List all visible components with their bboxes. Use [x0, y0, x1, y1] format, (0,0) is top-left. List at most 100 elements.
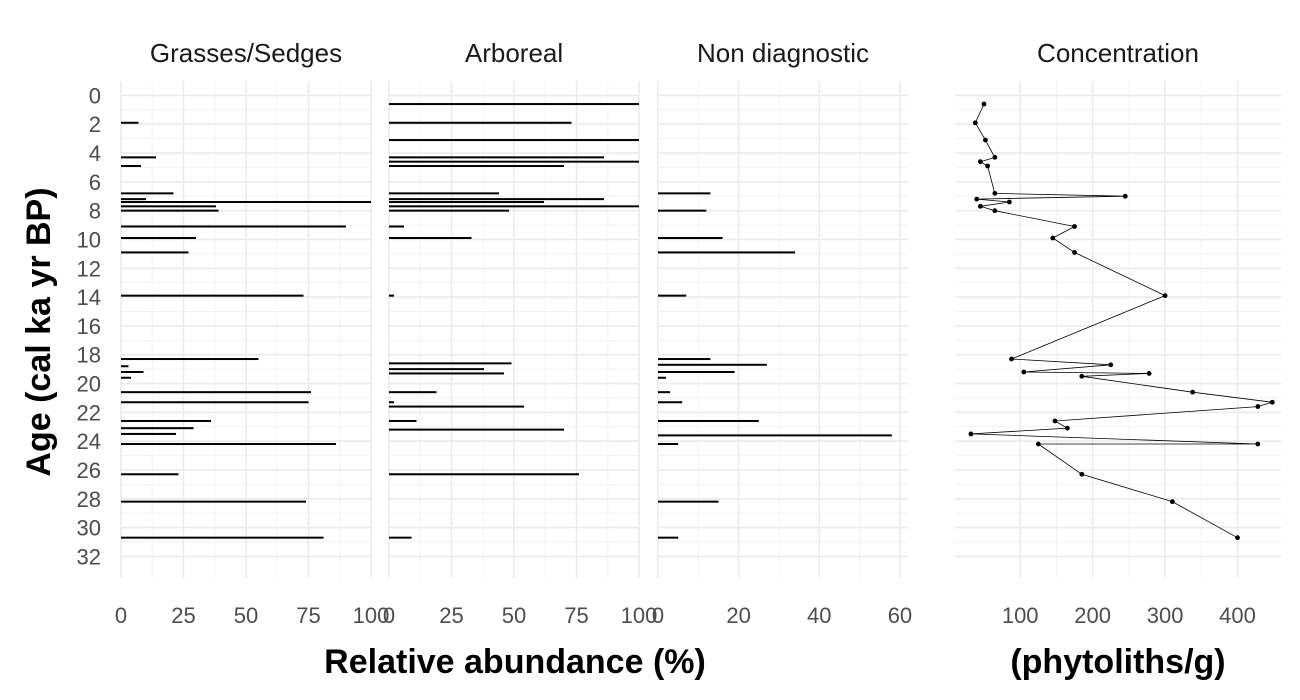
- data-point: [972, 120, 978, 126]
- bar: [389, 237, 472, 240]
- bar: [389, 121, 572, 124]
- y-tick-label: 0: [89, 83, 101, 108]
- data-point: [1146, 371, 1152, 376]
- bar: [389, 201, 544, 204]
- bar: [658, 401, 683, 404]
- bar: [121, 443, 336, 446]
- bar: [389, 419, 417, 422]
- bar: [121, 358, 259, 361]
- x-tick-label: 25: [171, 603, 195, 628]
- panel-title-non-diagnostic: Non diagnostic: [697, 38, 869, 68]
- bar: [658, 370, 735, 373]
- panel-non-diagnostic: Non diagnostic 0 20 40 60: [652, 38, 912, 628]
- y-tick-label: 8: [89, 199, 101, 224]
- data-point: [1072, 250, 1077, 255]
- x-tick-label: 75: [564, 603, 588, 628]
- panel-grasses-sedges: Grasses/Sedges 0 25 50 75 100: [115, 38, 389, 628]
- x-tick-label: 75: [296, 603, 320, 628]
- x-tick-label: 100: [353, 603, 390, 628]
- bar: [121, 205, 216, 208]
- x-tick-label: 40: [807, 603, 831, 628]
- bar: [658, 192, 711, 195]
- y-tick-label: 30: [77, 516, 101, 541]
- bar: [658, 391, 671, 394]
- bar: [121, 432, 176, 435]
- bar: [658, 209, 707, 212]
- x-tick-label: 100: [621, 603, 658, 628]
- data-point: [1052, 418, 1058, 424]
- bar: [389, 225, 404, 228]
- bar: [389, 205, 639, 208]
- x-tick-label: 100: [1002, 603, 1039, 628]
- y-tick-label: 18: [77, 343, 101, 368]
- concentration-line: [970, 103, 1273, 539]
- x-axis-title-right: (phytoliths/g): [1010, 643, 1225, 681]
- bar: [121, 164, 141, 167]
- data-point: [1064, 425, 1070, 431]
- bar: [389, 401, 394, 404]
- bar: [658, 376, 667, 379]
- bar: [658, 363, 767, 366]
- x-tick-label: 25: [439, 603, 463, 628]
- bar: [658, 500, 719, 503]
- bar: [658, 434, 892, 437]
- bar: [389, 536, 412, 539]
- bar: [389, 368, 484, 371]
- grid-layer: [120, 81, 1281, 578]
- data-point: [1021, 369, 1027, 375]
- data-point: [1190, 389, 1196, 395]
- data-point: [977, 159, 983, 165]
- bar: [121, 473, 179, 476]
- bar: [389, 294, 394, 297]
- bar: [658, 358, 711, 361]
- bar: [121, 237, 196, 240]
- bar: [658, 419, 759, 422]
- data-point: [1079, 471, 1085, 477]
- bar: [121, 419, 211, 422]
- bar: [658, 443, 679, 446]
- data-point: [992, 154, 998, 160]
- bar: [389, 198, 604, 201]
- y-tick-label: 6: [89, 170, 101, 195]
- data-point: [1169, 499, 1175, 505]
- data-point: [1050, 235, 1056, 241]
- bar: [389, 164, 564, 167]
- data-point: [1079, 373, 1085, 379]
- y-tick-label: 28: [77, 487, 101, 512]
- bar: [658, 237, 723, 240]
- y-tick-label: 24: [77, 429, 101, 454]
- x-tick-label: 20: [726, 603, 750, 628]
- bar: [121, 121, 139, 124]
- bar: [389, 372, 504, 375]
- data-point: [1035, 441, 1041, 447]
- bar: [389, 192, 499, 195]
- panel-title-concentration: Concentration: [1037, 38, 1199, 68]
- panel-arboreal: Arboreal 0 25 50 75 100: [383, 38, 657, 628]
- data-point: [1255, 404, 1261, 409]
- bar: [389, 405, 524, 408]
- data-point: [1009, 356, 1014, 362]
- data-point: [1255, 441, 1261, 447]
- data-point: [1235, 535, 1240, 541]
- bar: [658, 251, 796, 254]
- data-point: [983, 137, 988, 143]
- bar: [121, 365, 129, 368]
- data-point: [1269, 399, 1275, 405]
- y-tick-label: 10: [77, 227, 101, 252]
- bar: [389, 473, 579, 476]
- y-tick-label: 14: [77, 285, 101, 310]
- bar: [121, 536, 324, 539]
- x-tick-label: 300: [1147, 603, 1184, 628]
- x-tick-label: 0: [115, 603, 127, 628]
- bar: [389, 391, 437, 394]
- y-tick-label: 12: [77, 256, 101, 281]
- bar: [121, 209, 219, 212]
- data-point: [1122, 193, 1128, 199]
- panel-title-grasses-sedges: Grasses/Sedges: [150, 38, 342, 68]
- bar: [121, 294, 304, 297]
- bar: [658, 536, 679, 539]
- x-tick-label: 50: [234, 603, 258, 628]
- x-tick-label: 60: [888, 603, 912, 628]
- data-point: [992, 208, 998, 214]
